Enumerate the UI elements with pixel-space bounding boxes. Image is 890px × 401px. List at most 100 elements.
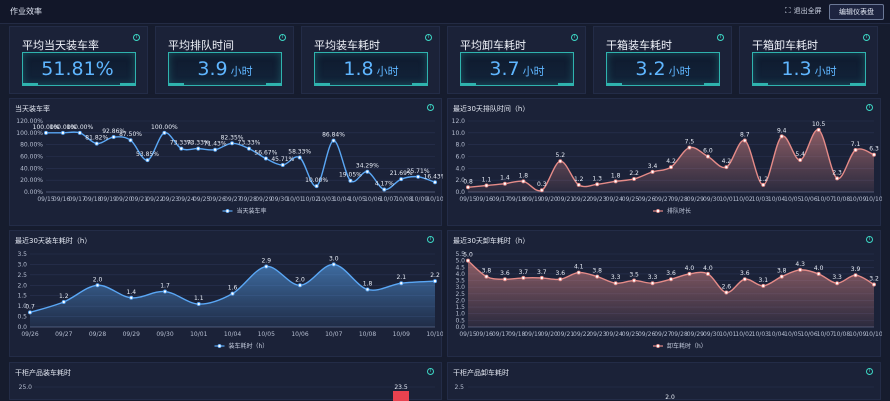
legend-label: 当天装车率: [237, 207, 267, 215]
chart-dry-unload: 2.5 2.0: [454, 384, 874, 401]
data-point: [558, 277, 563, 282]
data-label: 71.43%: [204, 141, 227, 148]
data-point: [502, 277, 507, 282]
x-tick-label: 10/07: [817, 331, 834, 338]
data-point: [399, 281, 404, 286]
info-icon[interactable]: i: [717, 34, 724, 41]
x-tick-label: 10/01: [719, 331, 736, 338]
kpi-label: 平均当天装车率: [22, 39, 99, 52]
y-tick-label: 10.0: [452, 130, 466, 137]
x-tick-label: 09/26: [638, 331, 655, 338]
data-label: 2.0: [295, 276, 305, 283]
data-label: 3.2: [869, 276, 879, 283]
x-tick-label: 09/24: [177, 196, 194, 203]
chart-queue-time: 0.02.04.06.08.010.012.009/1509/1609/1709…: [452, 118, 882, 215]
panel-queue-time: 0.0 2.0 4.0 6.0 8.0 10.0 12.0 09/15 09/16 09/17 09…: [447, 98, 882, 226]
data-label: 73.33%: [187, 140, 210, 147]
panel-load-rate: 0.00% 20.00% 40.00% 60.00% 80.00% 100.00% 120.…: [9, 98, 443, 226]
data-label: 87.50%: [119, 131, 142, 138]
y-tick-label: 0.5: [455, 317, 465, 324]
x-tick-label: 10/06: [291, 331, 308, 338]
kpi-value-box: 3.2 小时: [606, 52, 720, 86]
info-icon[interactable]: i: [866, 104, 873, 111]
data-point: [213, 147, 218, 152]
y-tick-label: 40.00%: [20, 165, 43, 172]
data-label: 1.2: [574, 176, 584, 183]
data-point: [77, 130, 82, 135]
legend-marker: [217, 344, 222, 348]
y-tick-label: 0.0: [455, 324, 465, 331]
x-tick-label: 09/19: [524, 196, 541, 203]
info-icon[interactable]: i: [863, 34, 870, 41]
info-icon[interactable]: i: [427, 104, 434, 111]
x-tick-label: 10/05: [349, 196, 366, 203]
data-point: [668, 277, 673, 282]
data-point: [853, 273, 858, 278]
data-label: 8.7: [740, 132, 750, 139]
x-tick-label: 10/06: [364, 196, 381, 203]
data-point: [264, 264, 269, 269]
data-label: 10.5: [812, 121, 826, 128]
data-point: [145, 158, 150, 163]
y-tick-label: 6.0: [455, 154, 465, 161]
edit-dashboard-button[interactable]: 编辑仪表盘: [829, 4, 884, 20]
data-point: [179, 146, 184, 151]
data-point: [128, 138, 133, 143]
exit-fullscreen-button[interactable]: ⛶ 退出全屏: [785, 6, 822, 16]
x-tick-label: 09/26: [209, 196, 226, 203]
x-tick-label: 09/22: [146, 196, 163, 203]
data-point: [365, 169, 370, 174]
data-point: [365, 287, 370, 292]
data-label: 82.35%: [221, 134, 244, 141]
fullscreen-exit-icon: ⛶: [785, 6, 791, 15]
x-tick-label: 09/17: [492, 331, 509, 338]
info-icon[interactable]: i: [279, 34, 286, 41]
data-point: [798, 267, 803, 272]
kpi-label: 平均卸车耗时: [460, 39, 526, 52]
info-icon[interactable]: i: [571, 34, 578, 41]
data-label: 4.3: [795, 261, 805, 268]
info-icon[interactable]: i: [866, 368, 873, 375]
x-tick-label: 10/06: [800, 196, 817, 203]
top-bar: 作业效率 ⛶ 退出全屏 编辑仪表盘: [0, 0, 890, 24]
x-tick-label: 10/10: [426, 331, 443, 338]
legend-label: 卸车耗时（h）: [667, 342, 707, 350]
info-icon[interactable]: i: [425, 34, 432, 41]
x-tick-label: 10/04: [768, 331, 785, 338]
kpi-value-box: 1.8 小时: [314, 52, 428, 86]
data-label: 2.9: [261, 258, 271, 265]
data-point: [314, 184, 319, 189]
data-point: [61, 299, 66, 304]
data-label: 7.5: [685, 139, 695, 146]
x-tick-label: 09/19: [100, 196, 117, 203]
data-point: [331, 262, 336, 267]
panel-dry-unload: 2.5 2.0 干柜产品卸车耗时 i: [447, 362, 881, 401]
info-icon[interactable]: i: [133, 34, 140, 41]
data-label: 1.8: [611, 172, 621, 179]
info-icon[interactable]: i: [427, 236, 434, 243]
data-point: [484, 183, 489, 188]
data-point: [871, 152, 876, 157]
x-tick-label: 09/30: [703, 331, 720, 338]
data-point: [27, 310, 32, 315]
data-label: 16.43%: [424, 173, 443, 180]
x-tick-label: 10/04: [768, 196, 785, 203]
y-tick-label: 3.5: [17, 251, 27, 258]
data-label: 4.2: [666, 158, 676, 165]
data-point: [162, 289, 167, 294]
x-tick-label: 10/01: [286, 196, 303, 203]
data-label: 3.8: [482, 268, 492, 275]
data-label: 0.7: [25, 303, 35, 310]
x-tick-label: 09/25: [193, 196, 210, 203]
data-label: 6.3: [869, 146, 879, 153]
x-tick-label: 10/08: [833, 331, 850, 338]
info-icon[interactable]: i: [866, 236, 873, 243]
y-tick-label: 5.5: [455, 251, 465, 258]
info-icon[interactable]: i: [427, 368, 434, 375]
kpi-card-avg-load-rate: 平均当天装车率 i 51.81%: [9, 26, 148, 94]
data-label: 56.67%: [254, 149, 277, 156]
data-point: [779, 274, 784, 279]
x-tick-label: 10/10: [865, 196, 882, 203]
x-tick-label: 09/27: [654, 331, 671, 338]
x-tick-label: 10/03: [317, 196, 334, 203]
